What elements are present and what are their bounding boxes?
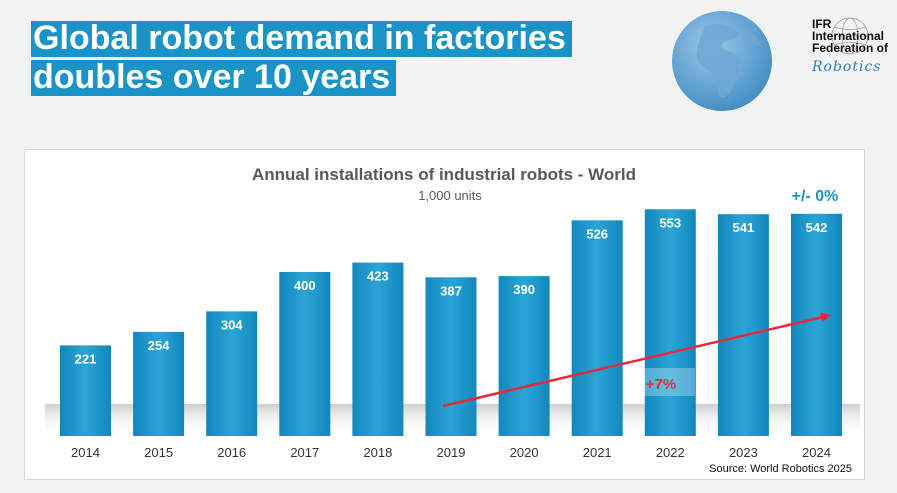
- bar-value-label: 553: [659, 215, 681, 230]
- globe-icon: [672, 11, 772, 111]
- chart-panel: Annual installations of industrial robot…: [24, 149, 865, 480]
- x-tick-label: 2018: [363, 445, 392, 460]
- x-tick-label: 2015: [144, 445, 173, 460]
- cagr-label-box: [643, 368, 695, 396]
- chart-title: Annual installations of industrial robot…: [252, 165, 636, 184]
- x-tick-label: 2014: [71, 445, 100, 460]
- x-tick-label: 2017: [290, 445, 319, 460]
- bar-value-label: 541: [733, 220, 755, 235]
- bar-value-label: 254: [148, 338, 170, 353]
- bar-value-label: 221: [75, 351, 97, 366]
- chart-subtitle: 1,000 units: [418, 188, 482, 203]
- ifr-logo-line-2: International: [812, 29, 885, 43]
- ifr-logo-line-1: IFR: [812, 17, 832, 31]
- cagr-annotation: +7%: [646, 376, 676, 393]
- bar-2021: [571, 220, 623, 436]
- bar-value-label: 390: [513, 282, 535, 297]
- x-tick-label: 2023: [729, 445, 758, 460]
- bar-value-label: 387: [440, 283, 462, 298]
- ifr-logo-script: Robotics: [812, 59, 882, 75]
- change-annotation: +/- 0%: [792, 188, 839, 205]
- trend-arrow: [442, 312, 831, 408]
- bar-2016: [206, 311, 258, 436]
- bar-2018: [352, 262, 404, 436]
- bar-value-label: 304: [221, 317, 243, 332]
- bar-2017: [279, 272, 331, 436]
- bar-2014: [60, 345, 111, 436]
- source-note: Source: World Robotics 2025: [709, 463, 852, 475]
- bar-value-label: 542: [806, 220, 828, 235]
- x-tick-label: 2020: [510, 445, 539, 460]
- bar-2022: [644, 209, 696, 436]
- ifr-globe-outline-icon: [831, 17, 869, 55]
- bar-2023: [717, 214, 769, 436]
- bar-value-label: 400: [294, 278, 316, 293]
- x-tick-label: 2024: [802, 445, 831, 460]
- x-tick-label: 2019: [437, 445, 466, 460]
- bar-2019: [425, 277, 477, 436]
- bar-value-label: 526: [586, 226, 608, 241]
- bar-2020: [498, 276, 550, 436]
- ifr-logo-text: IFR International Federation of: [812, 18, 888, 54]
- bar-2024: [791, 213, 842, 436]
- x-tick-label: 2016: [217, 445, 246, 460]
- ifr-logo-line-3: Federation of: [812, 41, 889, 55]
- headline: Global robot demand in factories doubles…: [31, 21, 572, 96]
- x-tick-label: 2022: [656, 445, 685, 460]
- headline-line-2: doubles over 10 years: [31, 60, 397, 96]
- bar-2015: [133, 331, 185, 436]
- headline-line-1: Global robot demand in factories: [31, 21, 572, 57]
- x-tick-label: 2021: [583, 445, 612, 460]
- bar-chart: Annual installations of industrial robot…: [45, 165, 860, 475]
- bar-value-label: 423: [367, 269, 389, 284]
